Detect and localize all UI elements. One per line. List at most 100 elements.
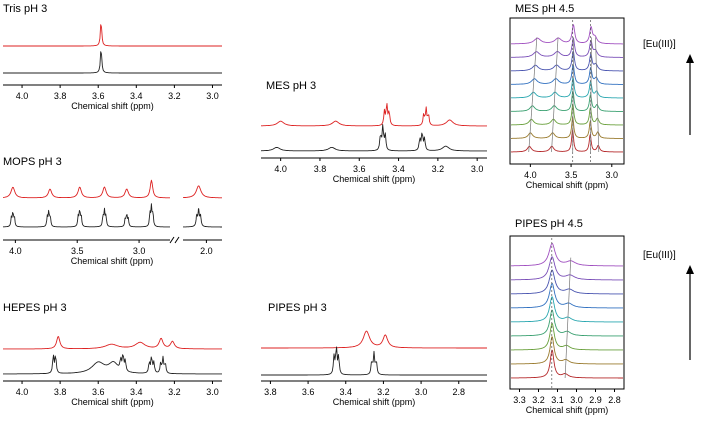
pipes45-trace-7	[510, 269, 624, 295]
tris-xlabel: Chemical shift (ppm)	[71, 101, 154, 111]
mes3-tick-label: 3.6	[353, 164, 366, 174]
mes3-title: MES pH 3	[266, 80, 316, 92]
mes45-tick-label: 3.0	[606, 170, 619, 180]
tris-tick-label: 3.0	[206, 91, 219, 101]
tris-tick-label: 3.2	[168, 91, 181, 101]
pipes3-title: PIPES pH 3	[268, 302, 327, 314]
mes45-trace-4	[510, 90, 624, 112]
mes45-trace-1	[510, 129, 624, 153]
panel-mops: MOPS pH 3 4.0 3.5 3.0 2.0 Chemical shift (ppm…	[2, 156, 223, 266]
tris-tick-label: 3.6	[92, 91, 105, 101]
pipes45-trace-9	[510, 243, 624, 267]
hepes-xlabel: Chemical shift (ppm)	[71, 397, 154, 407]
pipes45-trace-3	[510, 322, 624, 351]
pipes45-tick-label: 3.2	[532, 395, 545, 405]
pipes45-shift-guide	[564, 257, 572, 379]
mes3-tick-label: 3.4	[392, 164, 405, 174]
tris-tick-label: 3.4	[130, 91, 143, 101]
mes45-trace-8	[510, 37, 624, 58]
pipes3-tick-label: 3.2	[377, 387, 390, 397]
mes45-trace-9	[510, 24, 624, 45]
hepes-tick-label: 3.2	[168, 387, 181, 397]
hepes-red-trace	[3, 336, 222, 350]
mops-xlabel: Chemical shift (ppm)	[71, 256, 154, 266]
pipes3-tick-label: 3.4	[339, 387, 352, 397]
mes45-eu-arrowhead	[686, 54, 694, 63]
mes45-frame	[509, 17, 625, 165]
mes3-tick-label: 3.2	[432, 164, 445, 174]
mops-tick-label: 4.0	[9, 246, 22, 256]
mes45-xlabel: Chemical shift (ppm)	[526, 180, 609, 190]
pipes3-tick-label: 3.0	[415, 387, 428, 397]
mes45-trace-3	[510, 103, 624, 126]
mes45-shift-guide	[528, 37, 538, 153]
mes45-shift-guide	[590, 37, 592, 153]
mes3-tick-label: 3.0	[471, 164, 484, 174]
pipes45-tick-label: 2.9	[589, 395, 602, 405]
mes45-shift-guide	[551, 37, 559, 153]
hepes-title: HEPES pH 3	[3, 302, 67, 314]
mes3-tick-label: 4.0	[274, 164, 287, 174]
pipes45-title: PIPES pH 4.5	[515, 218, 583, 230]
mes45-shift-guide	[595, 37, 600, 153]
mops-tick-label: 3.5	[71, 246, 84, 256]
pipes3-black-trace	[261, 346, 487, 376]
mes45-tick-label: 3.5	[565, 170, 578, 180]
mops-red-trace-right	[182, 185, 223, 199]
pipes45-tick-label: 2.8	[608, 395, 621, 405]
tris-tick-label: 4.0	[16, 91, 29, 101]
pipes3-xlabel: Chemical shift (ppm)	[333, 397, 416, 407]
pipes3-red-trace	[261, 330, 487, 349]
hepes-tick-label: 3.4	[130, 387, 143, 397]
pipes3-tick-label: 3.6	[302, 387, 315, 397]
pipes45-tick-label: 3.0	[570, 395, 583, 405]
mes3-black-trace	[260, 124, 487, 152]
pipes45-trace-5	[510, 296, 624, 323]
pipes45-xlabel: Chemical shift (ppm)	[526, 405, 609, 415]
mes45-shift-guide	[572, 37, 574, 153]
pipes45-frame	[509, 235, 625, 390]
mops-title: MOPS pH 3	[3, 156, 62, 168]
pipes45-trace-6	[510, 282, 624, 309]
mops-tick-label: 3.0	[133, 246, 146, 256]
hepes-tick-label: 3.8	[54, 387, 67, 397]
mes45-trace-6	[510, 63, 624, 85]
hepes-tick-label: 4.0	[16, 387, 29, 397]
mes3-xlabel: Chemical shift (ppm)	[333, 174, 416, 184]
panel-tris: Tris pH 3 4.0 3.8 3.6 3.4 3.2 3.0 Chemical shif…	[3, 3, 222, 111]
mops-red-trace	[3, 179, 170, 199]
pipes45-trace-2	[510, 336, 624, 365]
mes45-trace-7	[510, 50, 624, 72]
tris-title: Tris pH 3	[3, 3, 47, 15]
pipes45-eu-arrowhead	[686, 265, 694, 274]
panel-pipes-ph3: PIPES pH 3 3.8 3.6 3.4 3.2 3.0 2.8 Chemical shi…	[261, 302, 487, 407]
mes45-trace-5	[510, 76, 624, 99]
tris-red-trace	[3, 24, 222, 47]
hepes-tick-label: 3.6	[92, 387, 105, 397]
mes3-tick-label: 3.8	[314, 164, 327, 174]
tris-tick-label: 3.8	[54, 91, 67, 101]
mes45-tick-label: 4.0	[524, 170, 537, 180]
pipes45-trace-1	[510, 349, 624, 379]
panel-mes-ph3: MES pH 3 4.0 3.8 3.6 3.4 3.2 3.0 Chemical shift…	[260, 80, 487, 184]
pipes45-tick-label: 3.1	[551, 395, 564, 405]
eu-arrow-label-mes: [Eu(III)]	[643, 39, 676, 50]
hepes-tick-label: 3.0	[206, 387, 219, 397]
mes45-title: MES pH 4.5	[515, 3, 574, 15]
mops-black-trace	[2, 203, 170, 228]
pipes45-tick-label: 3.3	[513, 395, 526, 405]
mops-right-tick-label: 2.0	[200, 246, 213, 256]
mops-black-trace-right	[182, 208, 223, 228]
tris-black-trace	[3, 51, 222, 74]
mes3-red-trace	[261, 103, 487, 127]
panel-hepes: HEPES pH 3 4.0 3.8 3.6 3.4 3.2 3.0 Chemical shi…	[3, 302, 222, 407]
pipes45-trace-8	[510, 256, 624, 281]
pipes3-tick-label: 3.8	[264, 387, 277, 397]
eu-arrow-label-pipes: [Eu(III)]	[643, 250, 676, 261]
pipes3-tick-label: 2.8	[452, 387, 465, 397]
mops-axis-break	[169, 236, 180, 244]
mes45-trace-2	[510, 116, 624, 139]
